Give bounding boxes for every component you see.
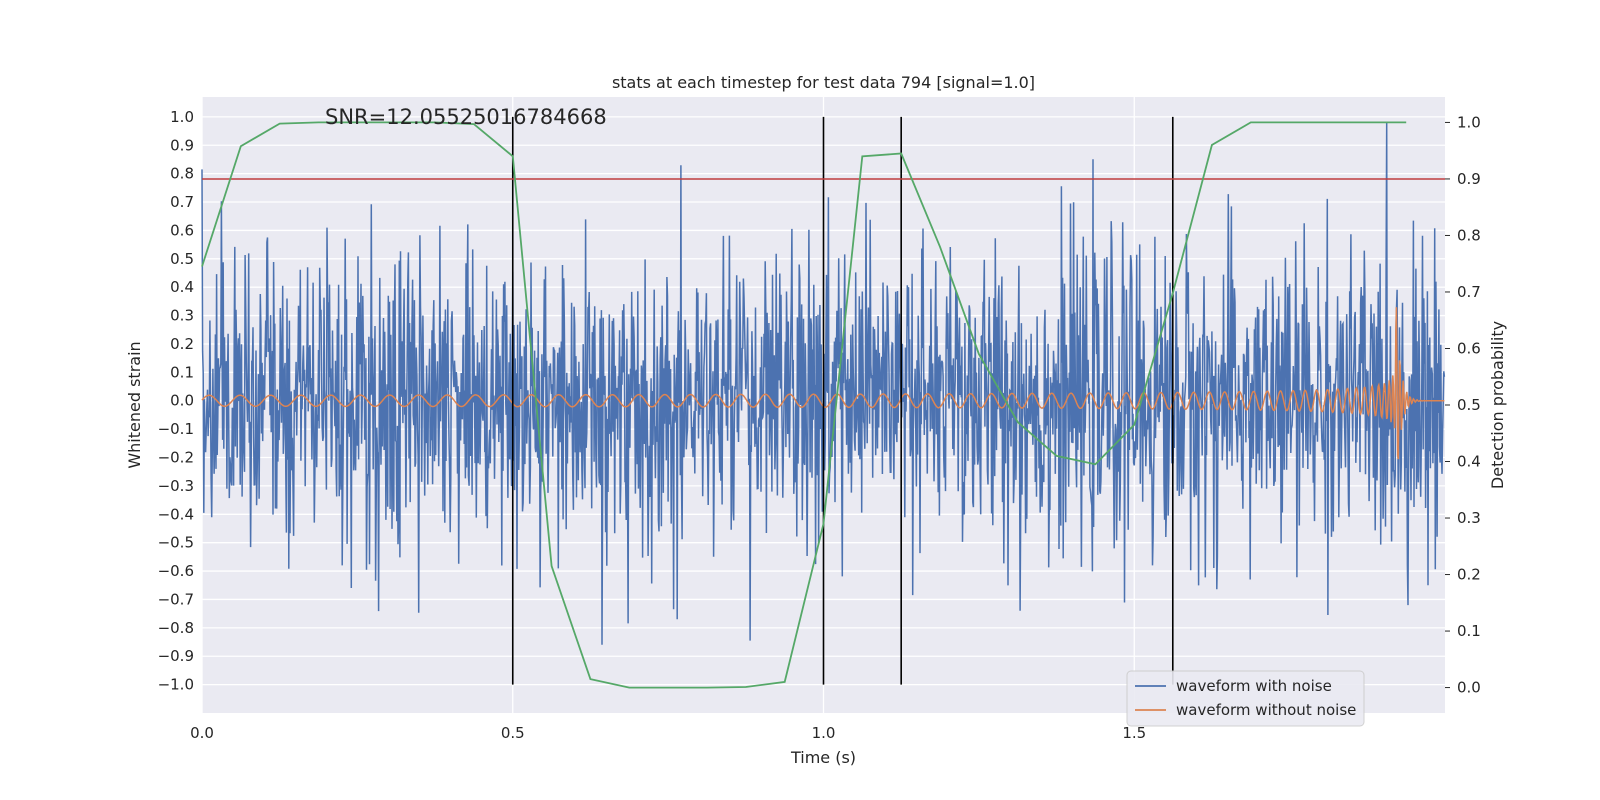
legend: waveform with noise waveform without noi… bbox=[1126, 670, 1365, 727]
y-axis-right-ticks: 0.0 0.1 0.2 0.3 0.4 0.5 0.6 0.7 0.8 0.9 1.0 bbox=[1445, 113, 1481, 697]
series-detection-probability bbox=[201, 121, 1407, 689]
y-tick-label: 0.1 bbox=[170, 363, 194, 381]
y-tick-label: 0.8 bbox=[170, 165, 194, 183]
y-tick-label: 0.5 bbox=[170, 250, 194, 268]
y-right-tick-label: 0.1 bbox=[1457, 622, 1481, 640]
y-tick-label: −1.0 bbox=[158, 676, 194, 694]
legend-label-noise: waveform with noise bbox=[1176, 677, 1332, 695]
y-tick-label: −0.8 bbox=[158, 619, 194, 637]
y-right-tick-label: 0.8 bbox=[1457, 226, 1481, 244]
legend-label-clean: waveform without noise bbox=[1176, 701, 1356, 719]
y-tick-label: −0.4 bbox=[158, 505, 194, 523]
y-right-tick-label: 0.4 bbox=[1457, 453, 1481, 471]
y-tick-label: 0.4 bbox=[170, 278, 194, 296]
y-right-tick-label: 0.7 bbox=[1457, 283, 1481, 301]
y-tick-label: −0.6 bbox=[158, 562, 194, 580]
x-tick-label: 0.5 bbox=[501, 724, 525, 742]
y-tick-label: 0.0 bbox=[170, 392, 194, 410]
y-tick-label: −0.9 bbox=[158, 647, 194, 665]
y-tick-label: −0.2 bbox=[158, 449, 194, 467]
y-tick-label: 0.7 bbox=[170, 193, 194, 211]
y-tick-label: −0.7 bbox=[158, 590, 194, 608]
y-right-tick-label: 0.0 bbox=[1457, 679, 1481, 697]
series-line-detection-probability bbox=[201, 121, 1407, 689]
plot-area bbox=[201, 116, 1446, 689]
y-right-tick-label: 0.9 bbox=[1457, 170, 1481, 188]
y-axis-right-label: Detection probability bbox=[1488, 321, 1507, 489]
y-right-tick-label: 0.3 bbox=[1457, 509, 1481, 527]
y-tick-label: −0.5 bbox=[158, 534, 194, 552]
y-axis-label: Whitened strain bbox=[125, 341, 144, 468]
y-tick-label: 0.6 bbox=[170, 221, 194, 239]
legend-box bbox=[1126, 670, 1365, 727]
y-axis-ticks: −1.0 −0.9 −0.8 −0.7 −0.6 −0.5 −0.4 −0.3 −0.2 −0.1… bbox=[158, 108, 194, 694]
x-axis-label: Time (s) bbox=[790, 748, 856, 767]
vertical-markers bbox=[511, 116, 1174, 685]
x-tick-label: 1.0 bbox=[812, 724, 836, 742]
y-right-tick-label: 1.0 bbox=[1457, 113, 1481, 131]
y-tick-label: 0.3 bbox=[170, 307, 194, 325]
snr-annotation: SNR=12.05525016784668 bbox=[325, 105, 607, 129]
y-right-tick-label: 0.2 bbox=[1457, 566, 1481, 584]
chart-title: stats at each timestep for test data 794… bbox=[612, 73, 1035, 92]
y-tick-label: −0.1 bbox=[158, 420, 194, 438]
x-tick-label: 1.5 bbox=[1122, 724, 1146, 742]
y-tick-label: 1.0 bbox=[170, 108, 194, 126]
x-tick-label: 0.0 bbox=[190, 724, 214, 742]
y-tick-label: −0.3 bbox=[158, 477, 194, 495]
y-tick-label: 0.2 bbox=[170, 335, 194, 353]
x-axis-ticks: 0.0 0.5 1.0 1.5 bbox=[190, 724, 1146, 742]
y-right-tick-label: 0.5 bbox=[1457, 396, 1481, 414]
y-tick-label: 0.9 bbox=[170, 136, 194, 154]
y-right-tick-label: 0.6 bbox=[1457, 339, 1481, 357]
